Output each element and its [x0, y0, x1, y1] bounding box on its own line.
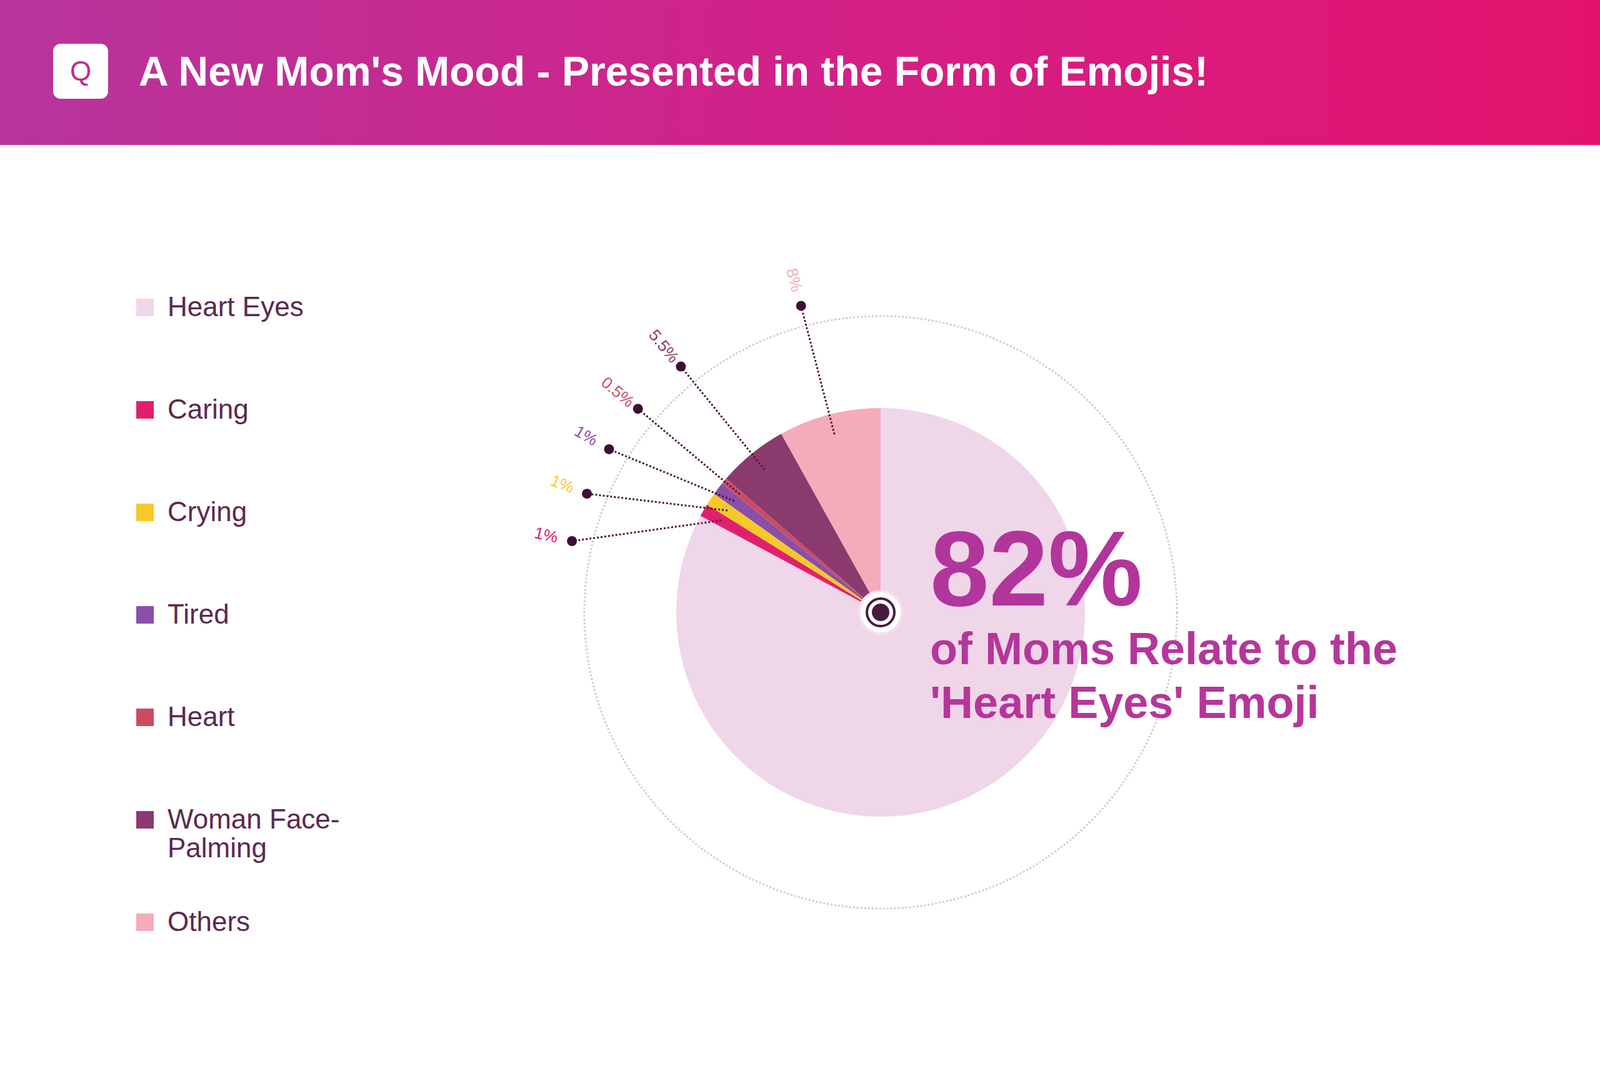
html-text:Heart: Heart: [167, 701, 235, 732]
html-text:A New Mom's Mood - Presented i: A New Mom's Mood - Presented in the Form…: [138, 48, 1209, 95]
html-text:Caring: Caring: [167, 393, 249, 425]
svg-text:1%: 1%: [548, 470, 577, 497]
svg-text:8%: 8%: [782, 266, 807, 294]
html-text:82%: 82%: [930, 509, 1143, 629]
html-text:Heart Eyes: Heart Eyes: [167, 291, 304, 322]
svg-text:5.5%: 5.5%: [645, 325, 684, 367]
html-text:Crying: Crying: [167, 496, 247, 527]
svg-text:1%: 1%: [532, 523, 560, 547]
html-text:Others: Others: [167, 906, 250, 937]
html-text:Woman Face-Palming: Woman Face-Palming: [167, 803, 340, 864]
svg-text:1%: 1%: [571, 421, 602, 450]
svg-text:0.5%: 0.5%: [597, 373, 639, 412]
html-text:Q: Q: [69, 55, 92, 87]
html-text:Tired: Tired: [167, 598, 230, 630]
html-text:of Moms Relate to the 'Heart E: of Moms Relate to the 'Heart Eyes' Emoji: [930, 623, 1398, 728]
